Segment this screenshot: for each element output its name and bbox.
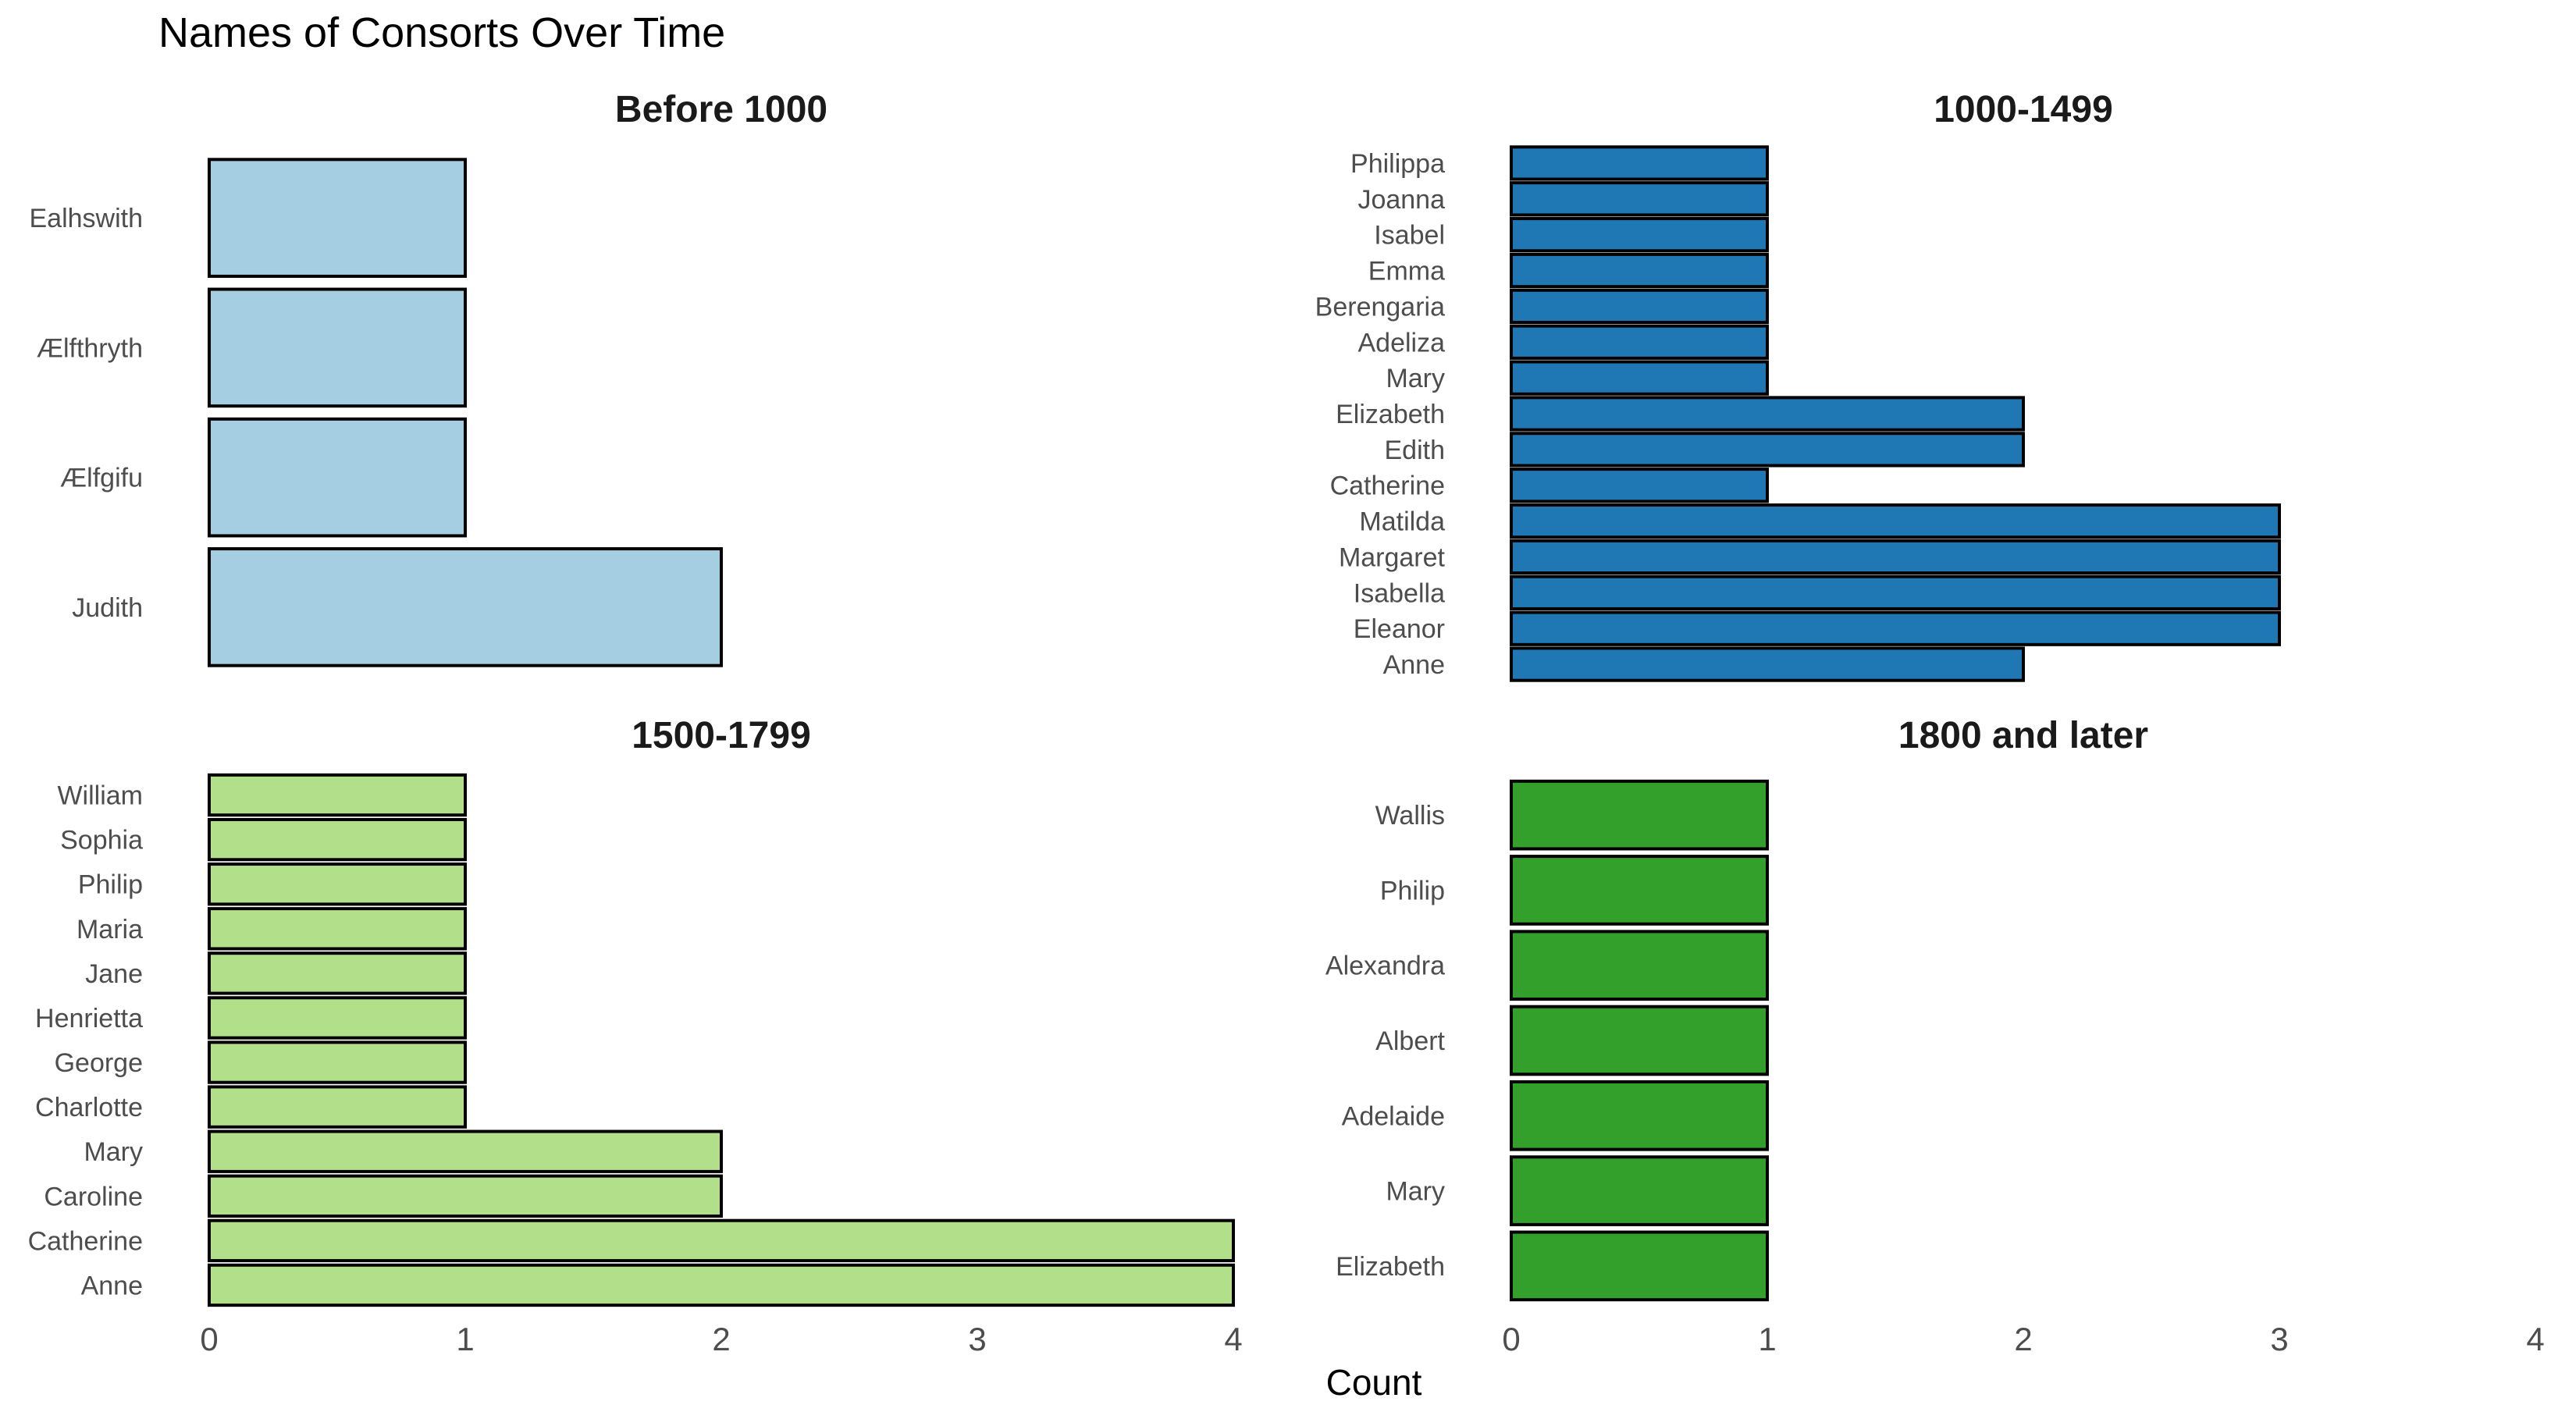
bar	[1510, 252, 1769, 289]
category-label: Eleanor	[1354, 614, 1445, 644]
category-label: Jane	[85, 959, 143, 989]
category-label: Wallis	[1375, 801, 1445, 831]
bar	[208, 1263, 1235, 1307]
category-label: Catherine	[1330, 471, 1445, 501]
bar	[208, 417, 467, 538]
bar	[1510, 1155, 1769, 1226]
bar	[1510, 779, 1769, 851]
bar	[1510, 145, 1769, 181]
bar	[1510, 360, 1769, 396]
category-label: Mary	[1386, 1177, 1445, 1207]
category-label: Margaret	[1339, 542, 1446, 572]
bar	[208, 1085, 467, 1129]
bar	[208, 996, 467, 1040]
category-label: Ælfgifu	[60, 464, 143, 493]
category-label: Ealhswith	[29, 204, 143, 233]
bar	[1510, 432, 2025, 468]
category-label: Mary	[84, 1137, 143, 1167]
x-tick-label: 0	[200, 1321, 218, 1357]
bar	[208, 158, 467, 278]
panel-title: 1000-1499	[1934, 89, 2113, 130]
bar	[1510, 610, 2281, 646]
category-label: Albert	[1375, 1026, 1445, 1056]
category-label: Adelaide	[1342, 1101, 1445, 1131]
bar	[1510, 1005, 1769, 1076]
x-axis-title: Count	[1326, 1362, 1422, 1403]
bar	[208, 1129, 723, 1173]
category-label: Sophia	[60, 826, 143, 855]
bar	[208, 1040, 467, 1084]
category-label: Matilda	[1359, 507, 1445, 537]
bar	[208, 287, 467, 408]
bar	[208, 951, 467, 995]
category-label: Mary	[1386, 364, 1445, 393]
category-label: George	[55, 1048, 143, 1078]
bar	[1510, 1080, 1769, 1151]
category-label: Isabella	[1354, 578, 1445, 608]
panel-1: Before 1000 Ealhswith Ælfthryth Ælfgifu Judi…	[29, 89, 827, 667]
bar	[1510, 539, 2281, 575]
x-tick-label: 3	[968, 1321, 986, 1357]
x-tick-label: 2	[712, 1321, 730, 1357]
bar	[1510, 396, 2025, 432]
category-label: Berengaria	[1315, 292, 1445, 322]
bar	[1510, 468, 1769, 503]
bar	[208, 817, 467, 862]
x-tick-label: 0	[1502, 1321, 1520, 1357]
category-label: Philip	[1380, 876, 1445, 905]
category-label: Alexandra	[1325, 951, 1445, 981]
category-label: Adeliza	[1357, 328, 1445, 357]
x-tick-label: 4	[2526, 1321, 2544, 1357]
bar	[208, 1174, 723, 1218]
panels-group: Before 1000 Ealhswith Ælfthryth Ælfgifu Judi…	[28, 89, 2545, 1357]
panel-title: Before 1000	[615, 89, 827, 130]
panel-title: 1500-1799	[632, 715, 811, 756]
category-label: Elizabeth	[1336, 400, 1445, 429]
bar	[1510, 217, 1769, 253]
bar	[1510, 503, 2281, 539]
bar	[1510, 181, 1769, 217]
category-label: Henrietta	[35, 1004, 143, 1033]
bar	[1510, 574, 2281, 610]
chart-title: Names of Consorts Over Time	[158, 9, 725, 56]
x-tick-label: 4	[1224, 1321, 1242, 1357]
x-tick-label: 3	[2270, 1321, 2288, 1357]
category-label: Elizabeth	[1336, 1252, 1445, 1282]
category-label: Isabel	[1374, 221, 1445, 251]
panel-2: 1000-1499 Philippa Joanna Isabel Emma Berenga…	[1315, 89, 2281, 682]
category-label: Ælfthryth	[37, 333, 143, 363]
category-label: Charlotte	[35, 1093, 143, 1122]
panel-title: 1800 and later	[1898, 715, 2148, 756]
x-tick-label: 2	[2014, 1321, 2032, 1357]
category-label: Edith	[1385, 436, 1446, 465]
bar	[1510, 324, 1769, 360]
bar	[208, 773, 467, 817]
x-tick-label: 1	[1758, 1321, 1776, 1357]
category-label: Philip	[78, 870, 143, 900]
category-label: Philippa	[1350, 149, 1445, 179]
bar	[1510, 288, 1769, 325]
category-label: Anne	[81, 1271, 143, 1300]
bar	[1510, 930, 1769, 1001]
bar	[208, 547, 723, 667]
bar	[208, 1218, 1235, 1263]
panel-3: 1500-1799 William Sophia Philip Maria Jane Hen…	[28, 715, 1243, 1357]
category-label: Emma	[1368, 257, 1445, 286]
bar	[208, 863, 467, 906]
bar	[208, 907, 467, 951]
category-label: Maria	[76, 915, 143, 944]
bar	[1510, 1230, 1769, 1302]
category-label: William	[57, 781, 143, 811]
category-label: Caroline	[44, 1182, 143, 1211]
panel-4: 1800 and later Wallis Philip Alexandra Alber…	[1325, 715, 2545, 1357]
category-label: Anne	[1383, 650, 1445, 680]
category-label: Judith	[72, 593, 143, 623]
category-label: Joanna	[1357, 185, 1445, 215]
bar	[1510, 646, 2025, 682]
x-tick-label: 1	[456, 1321, 474, 1357]
bar	[1510, 855, 1769, 926]
category-label: Catherine	[28, 1226, 143, 1256]
